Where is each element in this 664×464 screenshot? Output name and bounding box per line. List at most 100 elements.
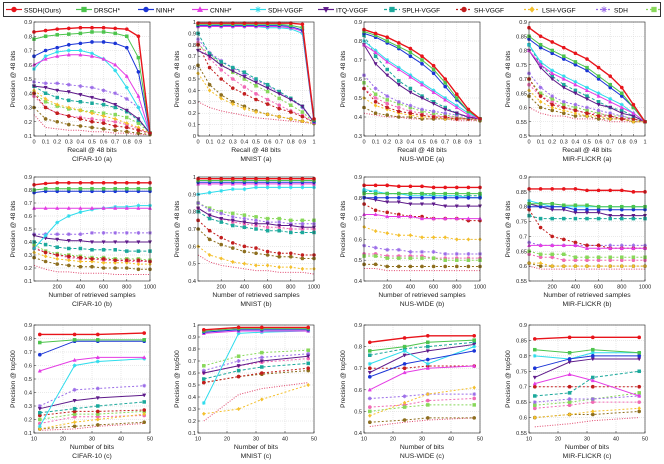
data-point bbox=[43, 28, 48, 33]
data-point bbox=[573, 82, 578, 87]
data-point bbox=[596, 114, 601, 118]
x-tick-label: 0.4 bbox=[572, 140, 580, 146]
data-point bbox=[37, 404, 42, 408]
data-point bbox=[402, 344, 407, 349]
y-tick-label: 0.5 bbox=[24, 77, 32, 83]
data-point bbox=[288, 223, 293, 228]
x-tick-label: 0.6 bbox=[595, 140, 603, 146]
data-point bbox=[231, 86, 235, 90]
panel-title: NUS-WIDE (b) bbox=[400, 301, 445, 308]
data-point bbox=[431, 102, 436, 107]
y-axis-label: Precision @ 48 bits bbox=[340, 200, 347, 258]
x-tick-label: 0.8 bbox=[123, 140, 131, 146]
series-line-sh bbox=[364, 263, 480, 267]
data-point bbox=[265, 253, 270, 257]
x-tick-label: 400 bbox=[406, 285, 415, 291]
data-point bbox=[202, 327, 206, 332]
series-line-drsch bbox=[203, 328, 309, 332]
x-tick-label: 10 bbox=[361, 437, 367, 443]
data-point bbox=[431, 71, 436, 76]
data-point bbox=[538, 187, 543, 191]
data-point bbox=[306, 354, 311, 359]
series-line-sdh bbox=[528, 241, 645, 246]
data-point bbox=[242, 106, 247, 111]
data-point bbox=[420, 256, 424, 260]
y-tick-label: 0.9 bbox=[354, 20, 362, 26]
data-point bbox=[538, 45, 543, 50]
data-point bbox=[101, 181, 106, 185]
y-axis-label: Precision @ top500 bbox=[174, 350, 181, 408]
data-point bbox=[373, 254, 378, 258]
series-line-splh bbox=[534, 401, 640, 409]
data-point bbox=[265, 225, 270, 230]
data-point bbox=[631, 263, 636, 269]
data-point bbox=[426, 344, 430, 349]
data-point bbox=[550, 216, 554, 221]
data-point bbox=[550, 255, 555, 260]
data-point bbox=[288, 21, 293, 25]
data-point bbox=[454, 111, 459, 116]
data-point bbox=[113, 181, 117, 185]
series-line-sh bbox=[33, 107, 151, 136]
data-point bbox=[90, 101, 94, 105]
data-point bbox=[37, 332, 42, 337]
data-point bbox=[90, 85, 94, 90]
data-point bbox=[231, 246, 235, 250]
data-point bbox=[425, 361, 430, 366]
x-tick-label: 1 bbox=[643, 140, 646, 146]
data-point bbox=[43, 85, 48, 90]
data-point bbox=[242, 213, 247, 217]
series-drsch bbox=[32, 30, 152, 135]
data-point bbox=[596, 65, 601, 70]
x-tick-label: 0.3 bbox=[229, 140, 237, 146]
y-tick-label: 0.5 bbox=[519, 134, 527, 140]
series-line-cnnh bbox=[203, 330, 309, 334]
data-point bbox=[408, 202, 413, 207]
data-point bbox=[385, 113, 390, 117]
data-point bbox=[608, 214, 613, 218]
series-cnnh bbox=[367, 363, 477, 392]
data-point bbox=[277, 176, 282, 181]
y-tick-label: 0.6 bbox=[24, 364, 32, 370]
data-point bbox=[538, 201, 543, 206]
series-line-splh bbox=[528, 84, 646, 123]
data-point bbox=[561, 74, 566, 79]
data-point bbox=[396, 247, 401, 252]
data-point bbox=[67, 263, 71, 268]
x-axis-label: Number of retrieved samples bbox=[48, 292, 136, 299]
data-point bbox=[113, 31, 117, 36]
x-axis-label: Number of bits bbox=[234, 444, 279, 451]
data-point bbox=[573, 88, 578, 93]
data-point bbox=[254, 97, 258, 102]
series-group bbox=[32, 181, 153, 275]
data-point bbox=[397, 79, 401, 83]
data-point bbox=[573, 243, 578, 247]
data-point bbox=[385, 210, 390, 215]
data-point bbox=[300, 256, 305, 261]
x-tick-label: 40 bbox=[448, 437, 454, 443]
series-splh bbox=[532, 400, 642, 411]
y-tick-label: 0.9 bbox=[519, 323, 527, 329]
series-line-splh-vggf bbox=[39, 401, 145, 414]
series-line-lsh-vggf bbox=[534, 407, 640, 419]
data-point bbox=[207, 65, 212, 70]
data-point bbox=[596, 216, 601, 221]
series-line-drsch bbox=[39, 339, 145, 344]
data-point bbox=[562, 252, 566, 257]
panel-title: MIR-FLICKR (b) bbox=[562, 301, 611, 308]
data-point bbox=[419, 202, 425, 207]
series-splh-vggf bbox=[38, 400, 146, 415]
data-point bbox=[562, 54, 566, 58]
data-point bbox=[454, 237, 459, 242]
x-tick-label: 800 bbox=[452, 285, 461, 291]
data-point bbox=[431, 202, 436, 207]
x-axis-label: Recall @ 48 bits bbox=[397, 147, 447, 154]
y-tick-label: 0.6 bbox=[24, 63, 32, 69]
data-point bbox=[454, 105, 459, 110]
data-point bbox=[90, 40, 94, 44]
data-point bbox=[253, 222, 259, 227]
data-point bbox=[408, 264, 413, 269]
data-point bbox=[425, 398, 430, 403]
data-point bbox=[443, 185, 448, 190]
series-group bbox=[532, 335, 642, 428]
